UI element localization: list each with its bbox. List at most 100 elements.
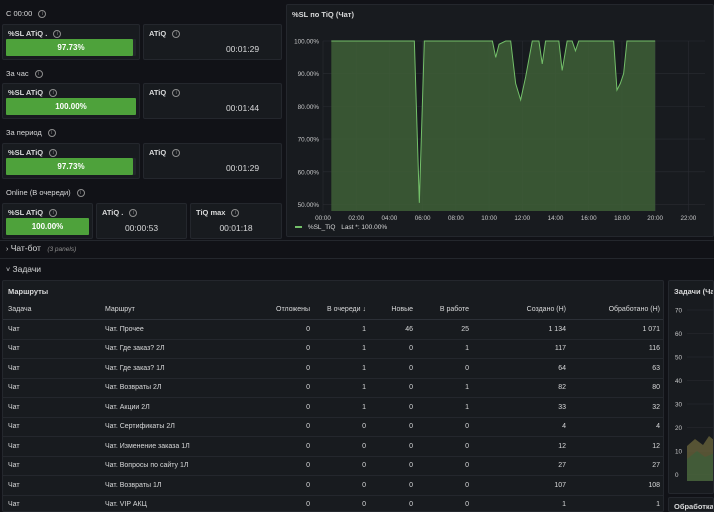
y-tick-label: 70.00% [298, 137, 320, 144]
cell-created: 12 [474, 436, 571, 457]
column-header-created[interactable]: Создано (Н) [474, 300, 571, 320]
table-row[interactable]: Чат Чат. Изменение заказа 1Л 0 0 0 0 12 12 [3, 436, 663, 457]
gauge-fill [6, 158, 134, 175]
table-row[interactable]: Чат Чат. Вопросы по сайту 1Л 0 0 0 0 27 27 [3, 456, 663, 476]
info-icon[interactable]: i [49, 149, 58, 158]
routes-table-panel: Маршруты Задача Маршрут Отложены В очереди … [2, 280, 664, 512]
x-tick-label: 20:00 [647, 215, 663, 222]
cell-processed: 1 [571, 495, 663, 511]
stat-value: 00:01:29 [225, 44, 260, 54]
panel-title: Маршруты [8, 287, 49, 296]
table-row[interactable]: Чат Чат. Акции 2Л 0 1 0 1 33 32 [3, 397, 663, 418]
y-tick-label: 10 [675, 449, 683, 456]
cell-deferred: 0 [220, 417, 315, 437]
processing-panel: Обработка [668, 497, 714, 512]
panel-title: %SL ATiQ i [8, 148, 58, 158]
cell-created: 82 [474, 378, 571, 398]
section-tasks-row[interactable]: ˅ Задачи [6, 264, 41, 274]
collapsed-row-chatbot[interactable]: › Чат-бот (3 panels) [6, 243, 76, 253]
cell-deferred: 0 [220, 378, 315, 398]
cell-route: Чат. Где заказ? 1Л [100, 358, 220, 379]
cell-new: 0 [371, 495, 418, 511]
info-icon[interactable]: i [49, 209, 58, 218]
cell-route: Чат. Возвраты 1Л [100, 475, 220, 496]
y-tick-label: 60.00% [298, 169, 320, 176]
gauge-fill [6, 218, 89, 235]
panel-title: Задачи (Ча [674, 287, 714, 296]
routes-table: Задача Маршрут Отложены В очереди ↓ Новые В р… [3, 300, 663, 511]
info-icon[interactable]: i [49, 89, 58, 98]
cell-task: Чат [3, 456, 100, 476]
cell-created: 33 [474, 397, 571, 418]
cell-in-work: 0 [418, 495, 474, 511]
cell-new: 0 [371, 456, 418, 476]
info-icon[interactable]: i [231, 209, 240, 218]
cell-task: Чат [3, 378, 100, 398]
cell-route: Чат. Вопросы по сайту 1Л [100, 456, 220, 476]
x-tick-label: 12:00 [514, 215, 530, 222]
column-header-new[interactable]: Новые [371, 300, 418, 320]
chevron-down-icon: ˅ [6, 267, 11, 274]
info-icon[interactable]: i [76, 189, 85, 198]
row-divider [0, 240, 714, 241]
table-row[interactable]: Чат Чат. Прочее 0 1 46 25 1 134 1 071 [3, 319, 663, 340]
cell-in-queue: 0 [315, 475, 371, 496]
cell-processed: 80 [571, 378, 663, 398]
cell-new: 0 [371, 339, 418, 359]
x-tick-label: 10:00 [481, 215, 497, 222]
table-body: Чат Чат. Прочее 0 1 46 25 1 134 1 071 Чат Чат. Гд… [3, 319, 663, 511]
y-tick-label: 0 [675, 472, 679, 479]
cell-created: 1 [474, 495, 571, 511]
info-icon[interactable]: i [38, 10, 47, 19]
column-header-in-queue[interactable]: В очереди ↓ [315, 300, 371, 320]
info-icon[interactable]: i [172, 89, 181, 98]
chart-legend[interactable]: %SL_TiQ Last *: 100.00% [295, 224, 387, 231]
cell-in-queue: 1 [315, 358, 371, 379]
cell-route: Чат. Где заказ? 2Л [100, 339, 220, 359]
atiq-stat-1: ATiQ i 00:01:29 [143, 24, 282, 60]
panel-title: %SL ATiQ .i [8, 29, 62, 39]
cell-in-work: 0 [418, 436, 474, 457]
column-header-task[interactable]: Задача [3, 300, 100, 320]
column-header-processed[interactable]: Обработано (Н) [571, 300, 663, 320]
y-tick-label: 70 [675, 308, 683, 315]
gauge-bar [6, 39, 136, 56]
x-tick-label: 04:00 [382, 215, 398, 222]
info-icon[interactable]: i [34, 70, 43, 79]
cell-created: 117 [474, 339, 571, 359]
gauge-bar [6, 158, 136, 175]
line-chart: 100.00% 90.00% 80.00% 70.00% 60.00% 50.00% 00:… [294, 39, 705, 222]
info-icon[interactable]: i [129, 209, 138, 218]
cell-task: Чат [3, 475, 100, 496]
info-icon[interactable]: i [47, 129, 56, 138]
cell-new: 0 [371, 436, 418, 457]
info-icon[interactable]: i [172, 149, 181, 158]
table-row[interactable]: Чат Чат. Возвраты 2Л 0 1 0 1 82 80 [3, 378, 663, 398]
cell-task: Чат [3, 358, 100, 379]
cell-created: 4 [474, 417, 571, 437]
gauge-value: 100.00% [31, 222, 64, 231]
table-row[interactable]: Чат Чат. Сертификаты 2Л 0 0 0 0 4 4 [3, 417, 663, 437]
cell-task: Чат [3, 436, 100, 457]
table-row[interactable]: Чат Чат. Где заказ? 2Л 0 1 0 1 117 116 [3, 339, 663, 359]
cell-in-queue: 1 [315, 378, 371, 398]
table-row[interactable]: Чат Чат. Возвраты 1Л 0 0 0 0 107 108 [3, 475, 663, 496]
cell-route: Чат. Изменение заказа 1Л [100, 436, 220, 457]
column-header-route[interactable]: Маршрут [100, 300, 220, 320]
x-tick-label: 16:00 [581, 215, 597, 222]
x-tick-label: 02:00 [348, 215, 364, 222]
table-row[interactable]: Чат Чат. VIP АКЦ 0 0 0 0 1 1 [3, 495, 663, 511]
panel-title: ATiQ i [149, 88, 181, 98]
sl-atiq-gauge-1: %SL ATiQ .i 97.73% [2, 24, 140, 60]
panel-title: Обработка [674, 502, 714, 511]
cell-deferred: 0 [220, 436, 315, 457]
column-header-in-work[interactable]: В работе [418, 300, 474, 320]
cell-processed: 4 [571, 417, 663, 437]
info-icon[interactable]: i [172, 30, 181, 39]
cell-new: 0 [371, 378, 418, 398]
panel-title: ATiQ i [149, 148, 181, 158]
info-icon[interactable]: i [53, 30, 62, 39]
x-tick-label: 22:00 [681, 215, 697, 222]
column-header-deferred[interactable]: Отложены [220, 300, 315, 320]
table-row[interactable]: Чат Чат. Где заказ? 1Л 0 1 0 0 64 63 [3, 358, 663, 379]
